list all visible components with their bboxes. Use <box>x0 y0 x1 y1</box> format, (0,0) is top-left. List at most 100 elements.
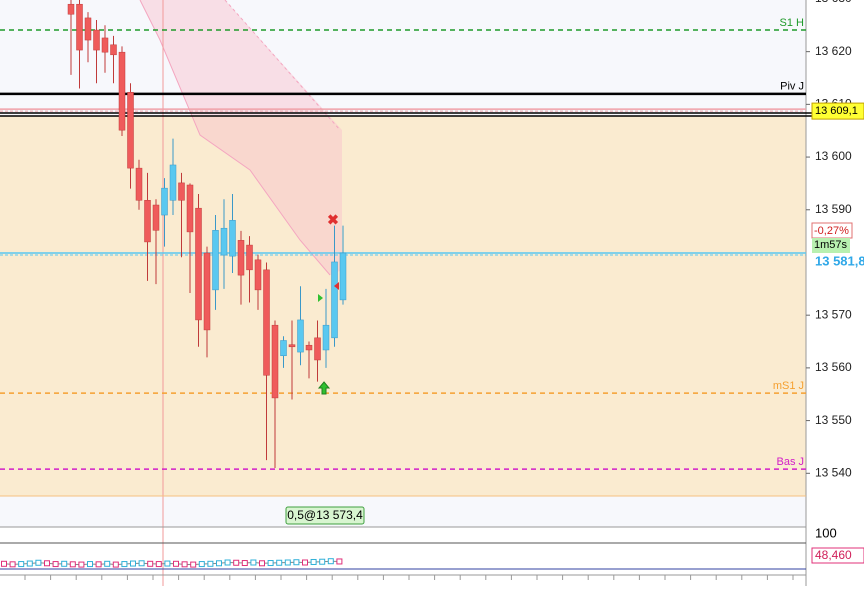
candle-body <box>127 91 134 169</box>
candle-body <box>314 337 321 361</box>
osc-point <box>241 560 248 567</box>
osc-point <box>164 560 171 567</box>
osc-point <box>35 559 42 566</box>
candle-body <box>84 17 92 41</box>
osc-point <box>224 559 231 566</box>
osc-point <box>121 561 128 568</box>
osc-point <box>44 560 50 567</box>
osc-point <box>327 558 334 565</box>
osc-point <box>302 559 308 566</box>
candle-body <box>339 252 347 301</box>
osc-tick-label: 100 <box>815 525 837 540</box>
signal-triangle <box>318 294 323 302</box>
order-box <box>285 506 365 525</box>
osc-point <box>155 561 162 568</box>
price-tag-label: 13 581,8 <box>815 253 864 268</box>
y-tick-label: 13 560 <box>815 360 852 374</box>
exit-marker: ✖ <box>327 212 339 228</box>
osc-point <box>276 559 283 566</box>
candle-body <box>161 187 168 216</box>
candle-body <box>101 37 109 53</box>
price-tag-label: 13 609,1 <box>815 105 858 117</box>
osc-point <box>52 561 59 568</box>
y-tick-label: 13 540 <box>815 465 852 479</box>
price-tag <box>811 102 864 120</box>
candle-body <box>288 344 296 348</box>
signal-triangle <box>334 282 339 290</box>
osc-point <box>233 559 240 566</box>
osc-point <box>18 561 25 568</box>
candle-body <box>254 259 262 291</box>
channel-edge <box>224 0 341 131</box>
osc-point <box>87 561 93 568</box>
channel-edge <box>139 0 331 276</box>
y-tick-label: 13 630 <box>815 0 852 5</box>
osc-point <box>147 560 154 567</box>
candle-body <box>203 252 211 331</box>
candle-body <box>297 319 304 353</box>
channel-band <box>140 0 342 275</box>
y-tick-label: 13 590 <box>815 202 852 216</box>
candle-body <box>135 167 143 201</box>
osc-last-label: 48,460 <box>815 548 852 562</box>
pivot-zone <box>0 115 806 496</box>
price-tag <box>812 253 864 270</box>
osc-point <box>9 561 16 568</box>
osc-point <box>293 559 300 566</box>
osc-point <box>181 561 188 568</box>
osc-point <box>190 561 197 568</box>
osc-point <box>250 559 257 566</box>
osc-point <box>284 559 291 566</box>
candle-body <box>67 3 75 15</box>
y-tick-label: 13 550 <box>815 413 852 427</box>
osc-point <box>319 558 326 565</box>
candle-body <box>280 340 287 357</box>
osc-tag <box>811 547 864 564</box>
candle-body <box>229 220 236 257</box>
osc-point <box>216 560 222 567</box>
y-tick-label: 13 600 <box>815 149 852 163</box>
candle-body <box>331 261 338 339</box>
candle-body <box>144 200 151 243</box>
timer-box <box>812 238 850 253</box>
osc-line <box>3 560 340 566</box>
candle-body <box>263 269 270 376</box>
candle-body <box>271 324 279 399</box>
osc-point <box>104 560 111 567</box>
osc-point <box>138 560 145 567</box>
osc-point <box>78 561 85 568</box>
level-label: S1 H <box>780 17 805 29</box>
order-label: 0,5@13 573,4 <box>287 508 363 522</box>
candle-body <box>76 3 83 51</box>
osc-point <box>207 560 214 567</box>
osc-point <box>69 561 76 568</box>
candle-body <box>118 51 126 131</box>
osc-point <box>267 560 274 567</box>
osc-point <box>112 561 119 568</box>
y-tick-label: 13 620 <box>815 44 852 58</box>
change-label: -0,27% <box>814 225 849 237</box>
candle-body <box>305 344 313 351</box>
level-label: mS1 J <box>773 380 804 392</box>
timer-label: 1m57s <box>814 239 848 251</box>
level-label: Piv J <box>780 81 804 93</box>
osc-point <box>198 561 205 568</box>
level-label: Bas J <box>776 456 804 468</box>
candle-body <box>246 244 253 271</box>
osc-point <box>61 560 68 567</box>
candle-body <box>212 230 219 291</box>
osc-point <box>1 560 7 567</box>
entry-arrow <box>317 381 331 395</box>
osc-point <box>95 561 102 568</box>
osc-point <box>26 560 33 567</box>
osc-point <box>259 560 265 567</box>
osc-point <box>173 560 179 567</box>
candle-body <box>322 324 330 351</box>
candle-body <box>186 184 194 233</box>
y-tick-label: 13 570 <box>815 307 852 321</box>
candle-body <box>169 164 177 201</box>
candle-body <box>220 227 228 256</box>
candle-body <box>110 44 117 56</box>
osc-point <box>310 558 317 565</box>
